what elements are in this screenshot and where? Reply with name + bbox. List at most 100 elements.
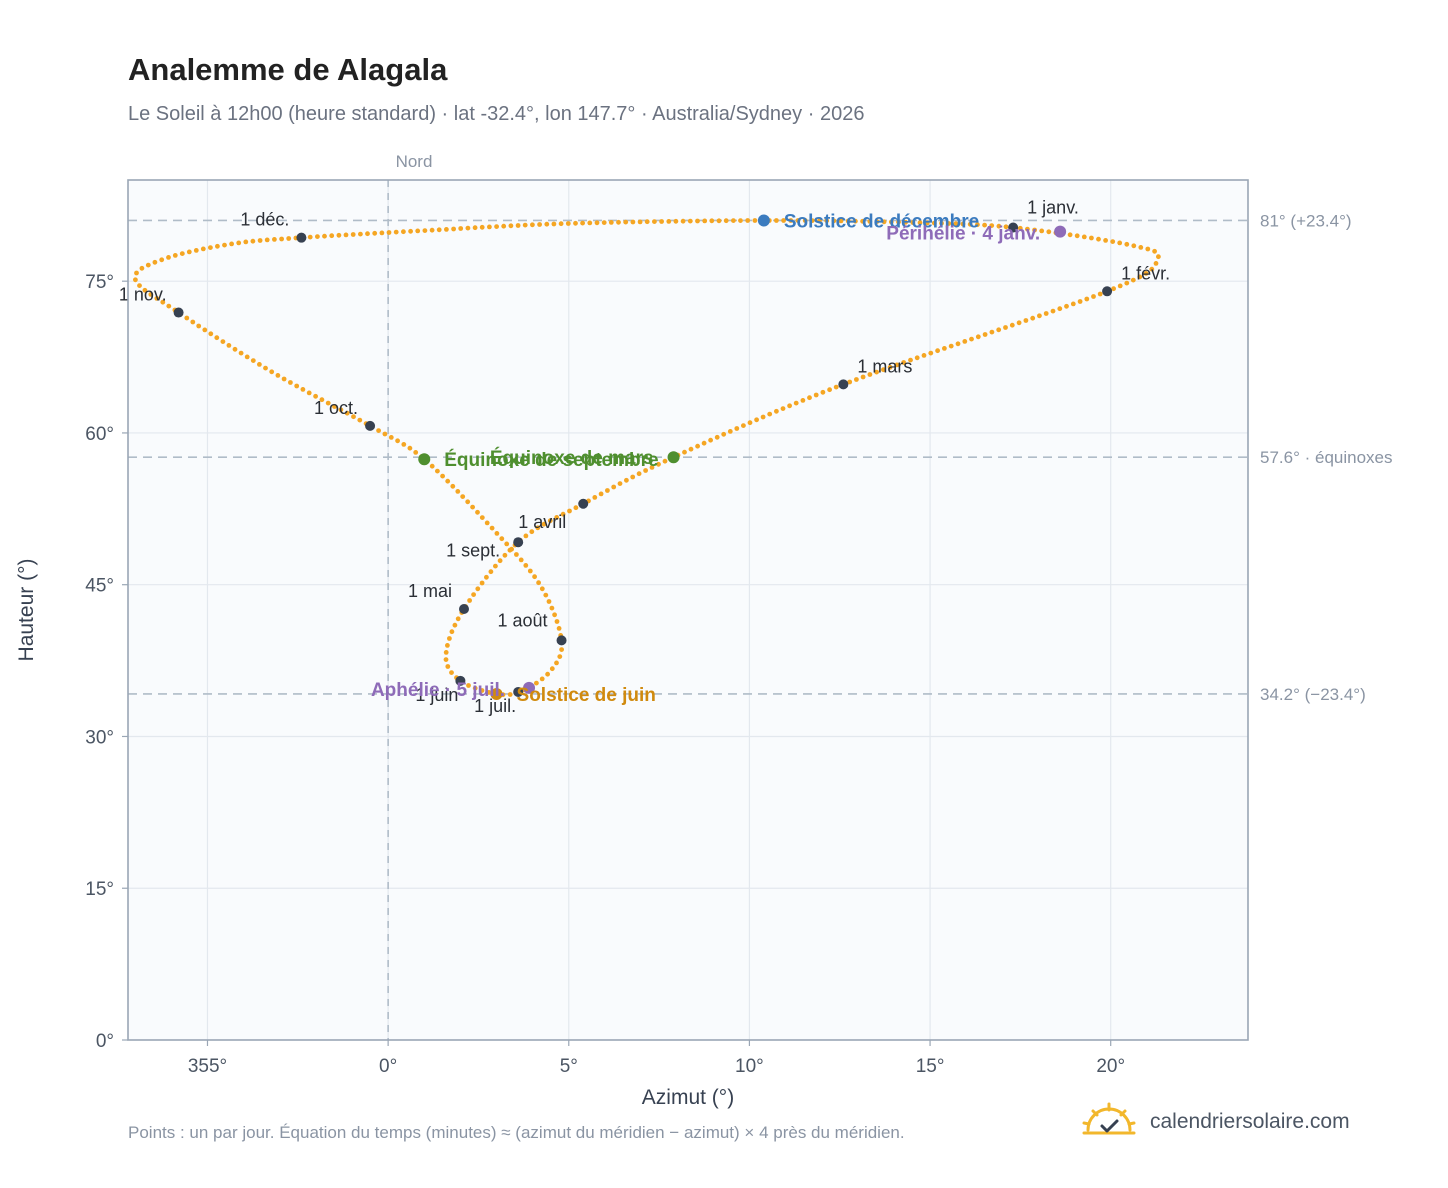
day-point xyxy=(556,626,562,631)
day-point xyxy=(1110,239,1116,245)
day-point xyxy=(152,259,158,265)
day-point xyxy=(592,495,598,500)
day-point xyxy=(903,219,908,225)
day-point xyxy=(948,343,954,349)
month-point xyxy=(1102,286,1113,297)
day-point xyxy=(257,362,262,367)
day-point xyxy=(1145,246,1151,252)
day-point xyxy=(487,224,492,230)
day-point xyxy=(215,243,220,249)
day-point xyxy=(529,529,535,535)
y-axis-label: Hauteur (°) xyxy=(15,559,38,662)
day-point xyxy=(802,218,808,223)
day-point xyxy=(1032,227,1037,233)
day-point xyxy=(541,521,547,527)
day-point xyxy=(139,265,145,271)
day-point xyxy=(1023,318,1029,323)
day-point xyxy=(714,434,720,440)
day-point xyxy=(723,218,729,224)
day-point xyxy=(795,218,801,223)
day-point xyxy=(601,220,607,226)
day-point xyxy=(202,327,208,333)
day-point xyxy=(659,219,664,224)
day-point xyxy=(845,218,851,224)
day-point xyxy=(1084,296,1090,302)
day-point xyxy=(702,218,708,224)
day-point xyxy=(931,220,937,226)
day-point xyxy=(407,445,413,451)
day-point xyxy=(924,220,930,226)
brand[interactable]: calendriersolaire.com xyxy=(1082,1100,1350,1144)
day-point xyxy=(624,477,629,483)
chart-subtitle: Le Soleil à 12h00 (heure standard) · lat… xyxy=(128,103,865,125)
day-point xyxy=(530,222,535,228)
day-point xyxy=(649,465,655,470)
day-point xyxy=(573,505,579,511)
day-point xyxy=(208,245,213,251)
day-point xyxy=(787,403,792,409)
day-point xyxy=(1130,277,1136,283)
day-point xyxy=(307,234,313,240)
day-point xyxy=(652,219,657,225)
day-point xyxy=(874,219,880,225)
day-point xyxy=(532,574,537,580)
day-point xyxy=(1074,233,1080,239)
day-point xyxy=(475,509,480,515)
day-point xyxy=(466,683,471,688)
day-point xyxy=(982,222,987,228)
day-point xyxy=(939,220,944,226)
y-tick-label: 0° xyxy=(96,1031,114,1052)
day-point xyxy=(452,622,458,628)
day-point xyxy=(494,531,500,536)
day-point xyxy=(1070,301,1076,307)
day-point xyxy=(701,440,707,446)
day-point xyxy=(518,557,524,563)
day-point xyxy=(184,315,190,321)
day-point xyxy=(921,353,927,358)
day-point xyxy=(376,428,381,433)
reference-line-label: 34.2° (−23.4°) xyxy=(1260,685,1366,704)
event-point xyxy=(1054,225,1067,238)
y-tick-label: 30° xyxy=(85,727,114,748)
day-point xyxy=(193,248,199,253)
day-point xyxy=(471,592,476,597)
day-point xyxy=(429,463,435,469)
day-point xyxy=(523,533,529,539)
day-point xyxy=(838,218,844,224)
day-point xyxy=(534,680,539,686)
day-point xyxy=(644,219,650,225)
day-point xyxy=(1124,241,1130,247)
day-point xyxy=(436,227,442,233)
day-point xyxy=(332,404,337,409)
day-point xyxy=(415,228,421,234)
day-point xyxy=(250,238,256,244)
day-point xyxy=(1153,261,1159,266)
month-label: 1 févr. xyxy=(1121,263,1170,283)
month-label: 1 août xyxy=(498,610,548,630)
day-point xyxy=(989,223,995,229)
x-tick-label: 0° xyxy=(379,1056,397,1077)
day-point xyxy=(605,488,610,493)
day-point xyxy=(1009,322,1015,328)
day-point xyxy=(914,355,920,361)
day-point xyxy=(514,552,519,557)
day-point xyxy=(386,230,392,235)
day-point xyxy=(573,220,578,226)
day-point xyxy=(860,218,865,224)
day-point xyxy=(680,218,686,224)
day-point xyxy=(946,221,952,226)
day-point xyxy=(809,218,815,224)
day-point xyxy=(465,225,471,231)
day-point xyxy=(507,692,513,697)
day-point xyxy=(508,223,514,229)
day-point xyxy=(449,670,454,675)
day-point xyxy=(793,400,799,406)
day-point xyxy=(962,339,968,344)
day-point xyxy=(1081,234,1087,240)
month-label: 1 juil. xyxy=(474,696,516,716)
day-point xyxy=(1017,225,1023,231)
day-point xyxy=(435,468,440,474)
day-point xyxy=(955,341,961,347)
day-point xyxy=(214,335,220,341)
month-point xyxy=(455,675,466,686)
